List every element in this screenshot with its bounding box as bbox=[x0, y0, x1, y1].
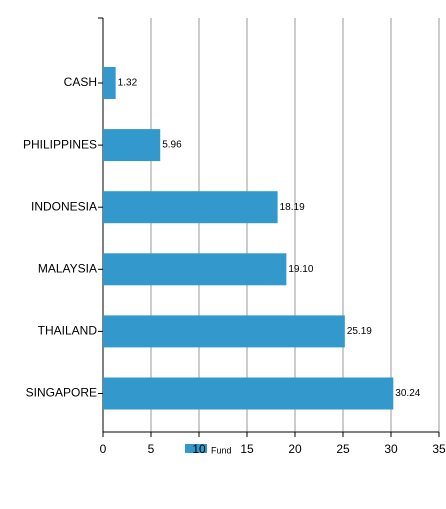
x-tick-label: 5 bbox=[148, 442, 155, 456]
legend-swatch bbox=[185, 444, 207, 453]
value-label: 30.24 bbox=[395, 388, 420, 399]
y-tick-label: SINGAPORE bbox=[26, 386, 97, 400]
x-tick-label: 15 bbox=[240, 442, 254, 456]
value-label: 19.10 bbox=[288, 264, 313, 275]
bar bbox=[103, 191, 278, 224]
x-tick-label: 20 bbox=[288, 442, 302, 456]
x-tick-label: 30 bbox=[384, 442, 398, 456]
y-tick-label: INDONESIA bbox=[31, 199, 97, 213]
legend: Fund bbox=[185, 444, 232, 455]
x-tick-label: 35 bbox=[432, 442, 446, 456]
value-label: 18.19 bbox=[280, 202, 305, 213]
x-tick-label: 0 bbox=[100, 442, 107, 456]
y-tick-label: CASH bbox=[64, 75, 97, 89]
bar bbox=[103, 129, 161, 162]
bar bbox=[103, 315, 345, 348]
value-label: 1.32 bbox=[118, 78, 138, 89]
bar bbox=[103, 66, 116, 99]
y-tick-label: MALAYSIA bbox=[38, 261, 97, 275]
value-label: 25.19 bbox=[347, 326, 372, 337]
bar bbox=[103, 377, 394, 410]
value-label: 5.96 bbox=[162, 140, 182, 151]
y-tick-label: PHILIPPINES bbox=[23, 137, 97, 151]
legend-label: Fund bbox=[211, 445, 232, 455]
x-tick-label: 10 bbox=[192, 442, 206, 456]
y-tick-label: THAILAND bbox=[38, 324, 98, 338]
bar bbox=[103, 253, 287, 286]
x-tick-label: 25 bbox=[336, 442, 350, 456]
